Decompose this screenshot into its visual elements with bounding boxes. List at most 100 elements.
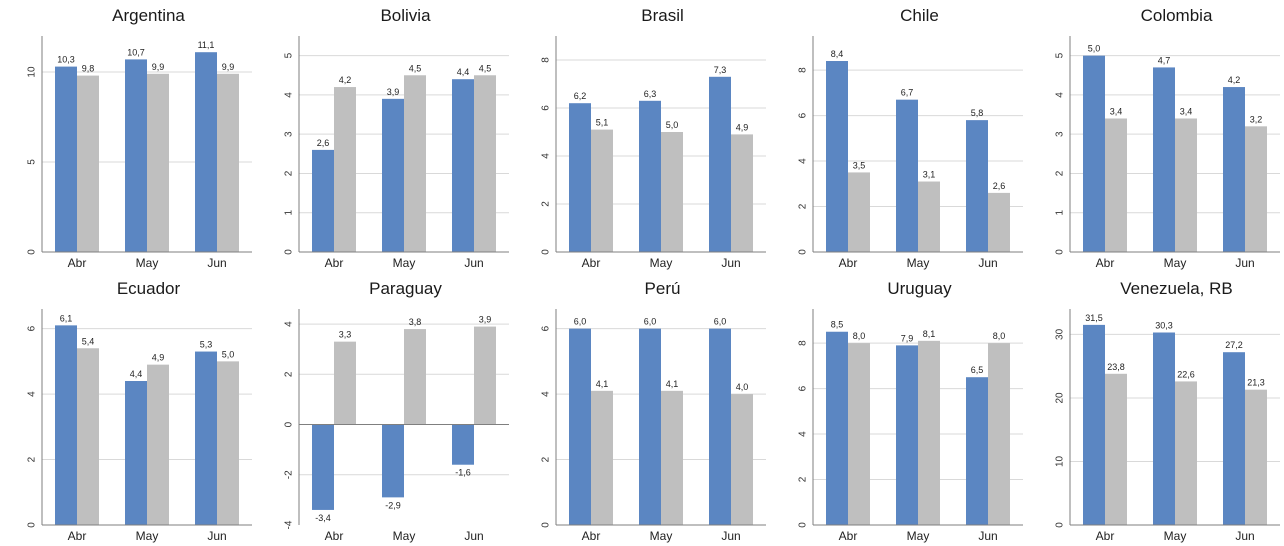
data-label: 6,0 bbox=[714, 317, 727, 327]
x-tick-label: Abr bbox=[582, 529, 601, 543]
bar-series-2 bbox=[334, 87, 356, 253]
bar-series-1 bbox=[709, 328, 731, 525]
y-tick-label: 0 bbox=[541, 249, 552, 255]
chart-panel: Venezuela, RB 0 10 20 30 31,5 23,8 Abr 30,3 22,6 M… bbox=[1028, 273, 1284, 546]
chart-title: Venezuela, RB bbox=[1120, 279, 1233, 298]
data-label: 5,8 bbox=[971, 108, 984, 118]
bar-series-1 bbox=[125, 381, 147, 525]
x-tick-label: Jun bbox=[207, 256, 226, 270]
chart-svg: 0 2 4 6 6,0 4,1 Abr 6,0 4,1 May 6,0 4,0 Jun bbox=[541, 309, 766, 543]
x-tick-label: Abr bbox=[839, 256, 858, 270]
y-tick-label: 4 bbox=[541, 153, 552, 159]
data-label: 9,9 bbox=[152, 62, 165, 72]
y-tick-label: 4 bbox=[798, 158, 809, 164]
bar-series-2 bbox=[988, 343, 1010, 525]
y-tick-label: 5 bbox=[284, 52, 295, 58]
bar-series-1 bbox=[382, 98, 404, 252]
y-tick-label: 0 bbox=[541, 522, 552, 528]
y-tick-label: -2 bbox=[284, 470, 295, 479]
chart-svg: 0 2 4 6 8 8,5 8,0 Abr 7,9 8,1 May 6,5 8,0 Jun bbox=[798, 309, 1023, 543]
bar-series-1 bbox=[1083, 324, 1105, 525]
y-tick-label: 0 bbox=[798, 249, 809, 255]
x-tick-label: Jun bbox=[978, 529, 997, 543]
y-tick-label: 10 bbox=[1055, 455, 1066, 467]
data-label: 30,3 bbox=[1155, 321, 1173, 331]
bar-series-1 bbox=[709, 76, 731, 252]
data-label: 6,0 bbox=[574, 317, 587, 327]
chart-panel: Paraguay -4 -2 0 2 4 -3,4 3,3 Abr -2,9 3,8 May -1,6 3… bbox=[257, 273, 514, 546]
y-tick-label: 3 bbox=[284, 131, 295, 137]
x-tick-label: Jun bbox=[1235, 529, 1254, 543]
y-tick-label: 0 bbox=[27, 522, 38, 528]
data-label: 21,3 bbox=[1247, 378, 1265, 388]
x-tick-label: May bbox=[393, 256, 416, 270]
bar-series-1 bbox=[452, 79, 474, 252]
chart-title: Perú bbox=[644, 279, 681, 298]
x-tick-label: May bbox=[907, 256, 930, 270]
data-label: 27,2 bbox=[1225, 340, 1243, 350]
data-label: 23,8 bbox=[1107, 362, 1125, 372]
data-label: 4,4 bbox=[457, 67, 470, 77]
data-label: 8,0 bbox=[993, 331, 1006, 341]
chart-svg: 0 2 4 6 8 8,4 3,5 Abr 6,7 3,1 May 5,8 2,6 Jun bbox=[798, 36, 1023, 270]
chart-panel: Chile 0 2 4 6 8 8,4 3,5 Abr 6,7 3,1 May 5,8 2,6 Jun bbox=[771, 0, 1028, 273]
x-tick-label: Abr bbox=[582, 256, 601, 270]
bar-series-1 bbox=[195, 351, 217, 525]
bar-series-1 bbox=[1153, 67, 1175, 252]
x-tick-label: May bbox=[907, 529, 930, 543]
bar-series-2 bbox=[334, 341, 356, 425]
chart-title: Colombia bbox=[1140, 6, 1213, 25]
data-label: 4,5 bbox=[479, 63, 492, 73]
data-label: 8,5 bbox=[831, 320, 844, 330]
y-tick-label: 4 bbox=[27, 391, 38, 397]
x-tick-label: May bbox=[1164, 529, 1187, 543]
data-label: 9,8 bbox=[82, 64, 95, 74]
chart-svg: 0 1 2 3 4 5 5,0 3,4 Abr 4,7 3,4 May 4,2 3,2 Jun bbox=[1055, 36, 1280, 270]
y-tick-label: 8 bbox=[798, 67, 809, 73]
data-label: 4,5 bbox=[409, 63, 422, 73]
y-tick-label: 2 bbox=[541, 201, 552, 207]
bar-series-2 bbox=[1175, 381, 1197, 525]
chart-svg: 0 10 20 30 31,5 23,8 Abr 30,3 22,6 May 27,2 21,3 Jun bbox=[1055, 309, 1280, 543]
bar-series-2 bbox=[404, 75, 426, 252]
bar-series-1 bbox=[1153, 332, 1175, 525]
bar-series-2 bbox=[1245, 126, 1267, 252]
data-label: 7,3 bbox=[714, 65, 727, 75]
y-tick-label: 8 bbox=[798, 340, 809, 346]
data-label: 4,9 bbox=[736, 122, 749, 132]
x-tick-label: May bbox=[136, 256, 159, 270]
y-tick-label: 20 bbox=[1055, 392, 1066, 404]
bar-series-1 bbox=[312, 424, 334, 510]
chart-title: Argentina bbox=[112, 6, 185, 25]
bar-series-2 bbox=[217, 361, 239, 525]
data-label: -2,9 bbox=[385, 500, 401, 510]
x-tick-label: Jun bbox=[721, 256, 740, 270]
x-tick-label: Jun bbox=[721, 529, 740, 543]
data-label: 5,4 bbox=[82, 336, 95, 346]
y-tick-label: 2 bbox=[1055, 170, 1066, 176]
data-label: 31,5 bbox=[1085, 313, 1103, 323]
x-tick-label: Jun bbox=[464, 529, 483, 543]
y-tick-label: 2 bbox=[798, 203, 809, 209]
bar-series-2 bbox=[988, 192, 1010, 252]
data-label: 5,0 bbox=[222, 349, 235, 359]
bar-series-1 bbox=[826, 331, 848, 525]
bar-series-2 bbox=[731, 134, 753, 252]
data-label: 5,1 bbox=[596, 118, 609, 128]
x-tick-label: Abr bbox=[325, 256, 344, 270]
bar-series-2 bbox=[661, 132, 683, 252]
y-tick-label: 1 bbox=[284, 210, 295, 216]
data-label: 4,9 bbox=[152, 353, 165, 363]
y-tick-label: 2 bbox=[541, 456, 552, 462]
data-label: 11,1 bbox=[198, 40, 215, 50]
chart-title: Brasil bbox=[641, 6, 684, 25]
bar-series-1 bbox=[639, 328, 661, 525]
bar-series-2 bbox=[147, 73, 169, 252]
bar-series-1 bbox=[1083, 55, 1105, 252]
x-tick-label: Jun bbox=[207, 529, 226, 543]
data-label: 9,9 bbox=[222, 62, 235, 72]
x-tick-label: May bbox=[136, 529, 159, 543]
bar-series-2 bbox=[848, 172, 870, 252]
chart-panel: Uruguay 0 2 4 6 8 8,5 8,0 Abr 7,9 8,1 May 6,5 8,0 Jun bbox=[771, 273, 1028, 546]
